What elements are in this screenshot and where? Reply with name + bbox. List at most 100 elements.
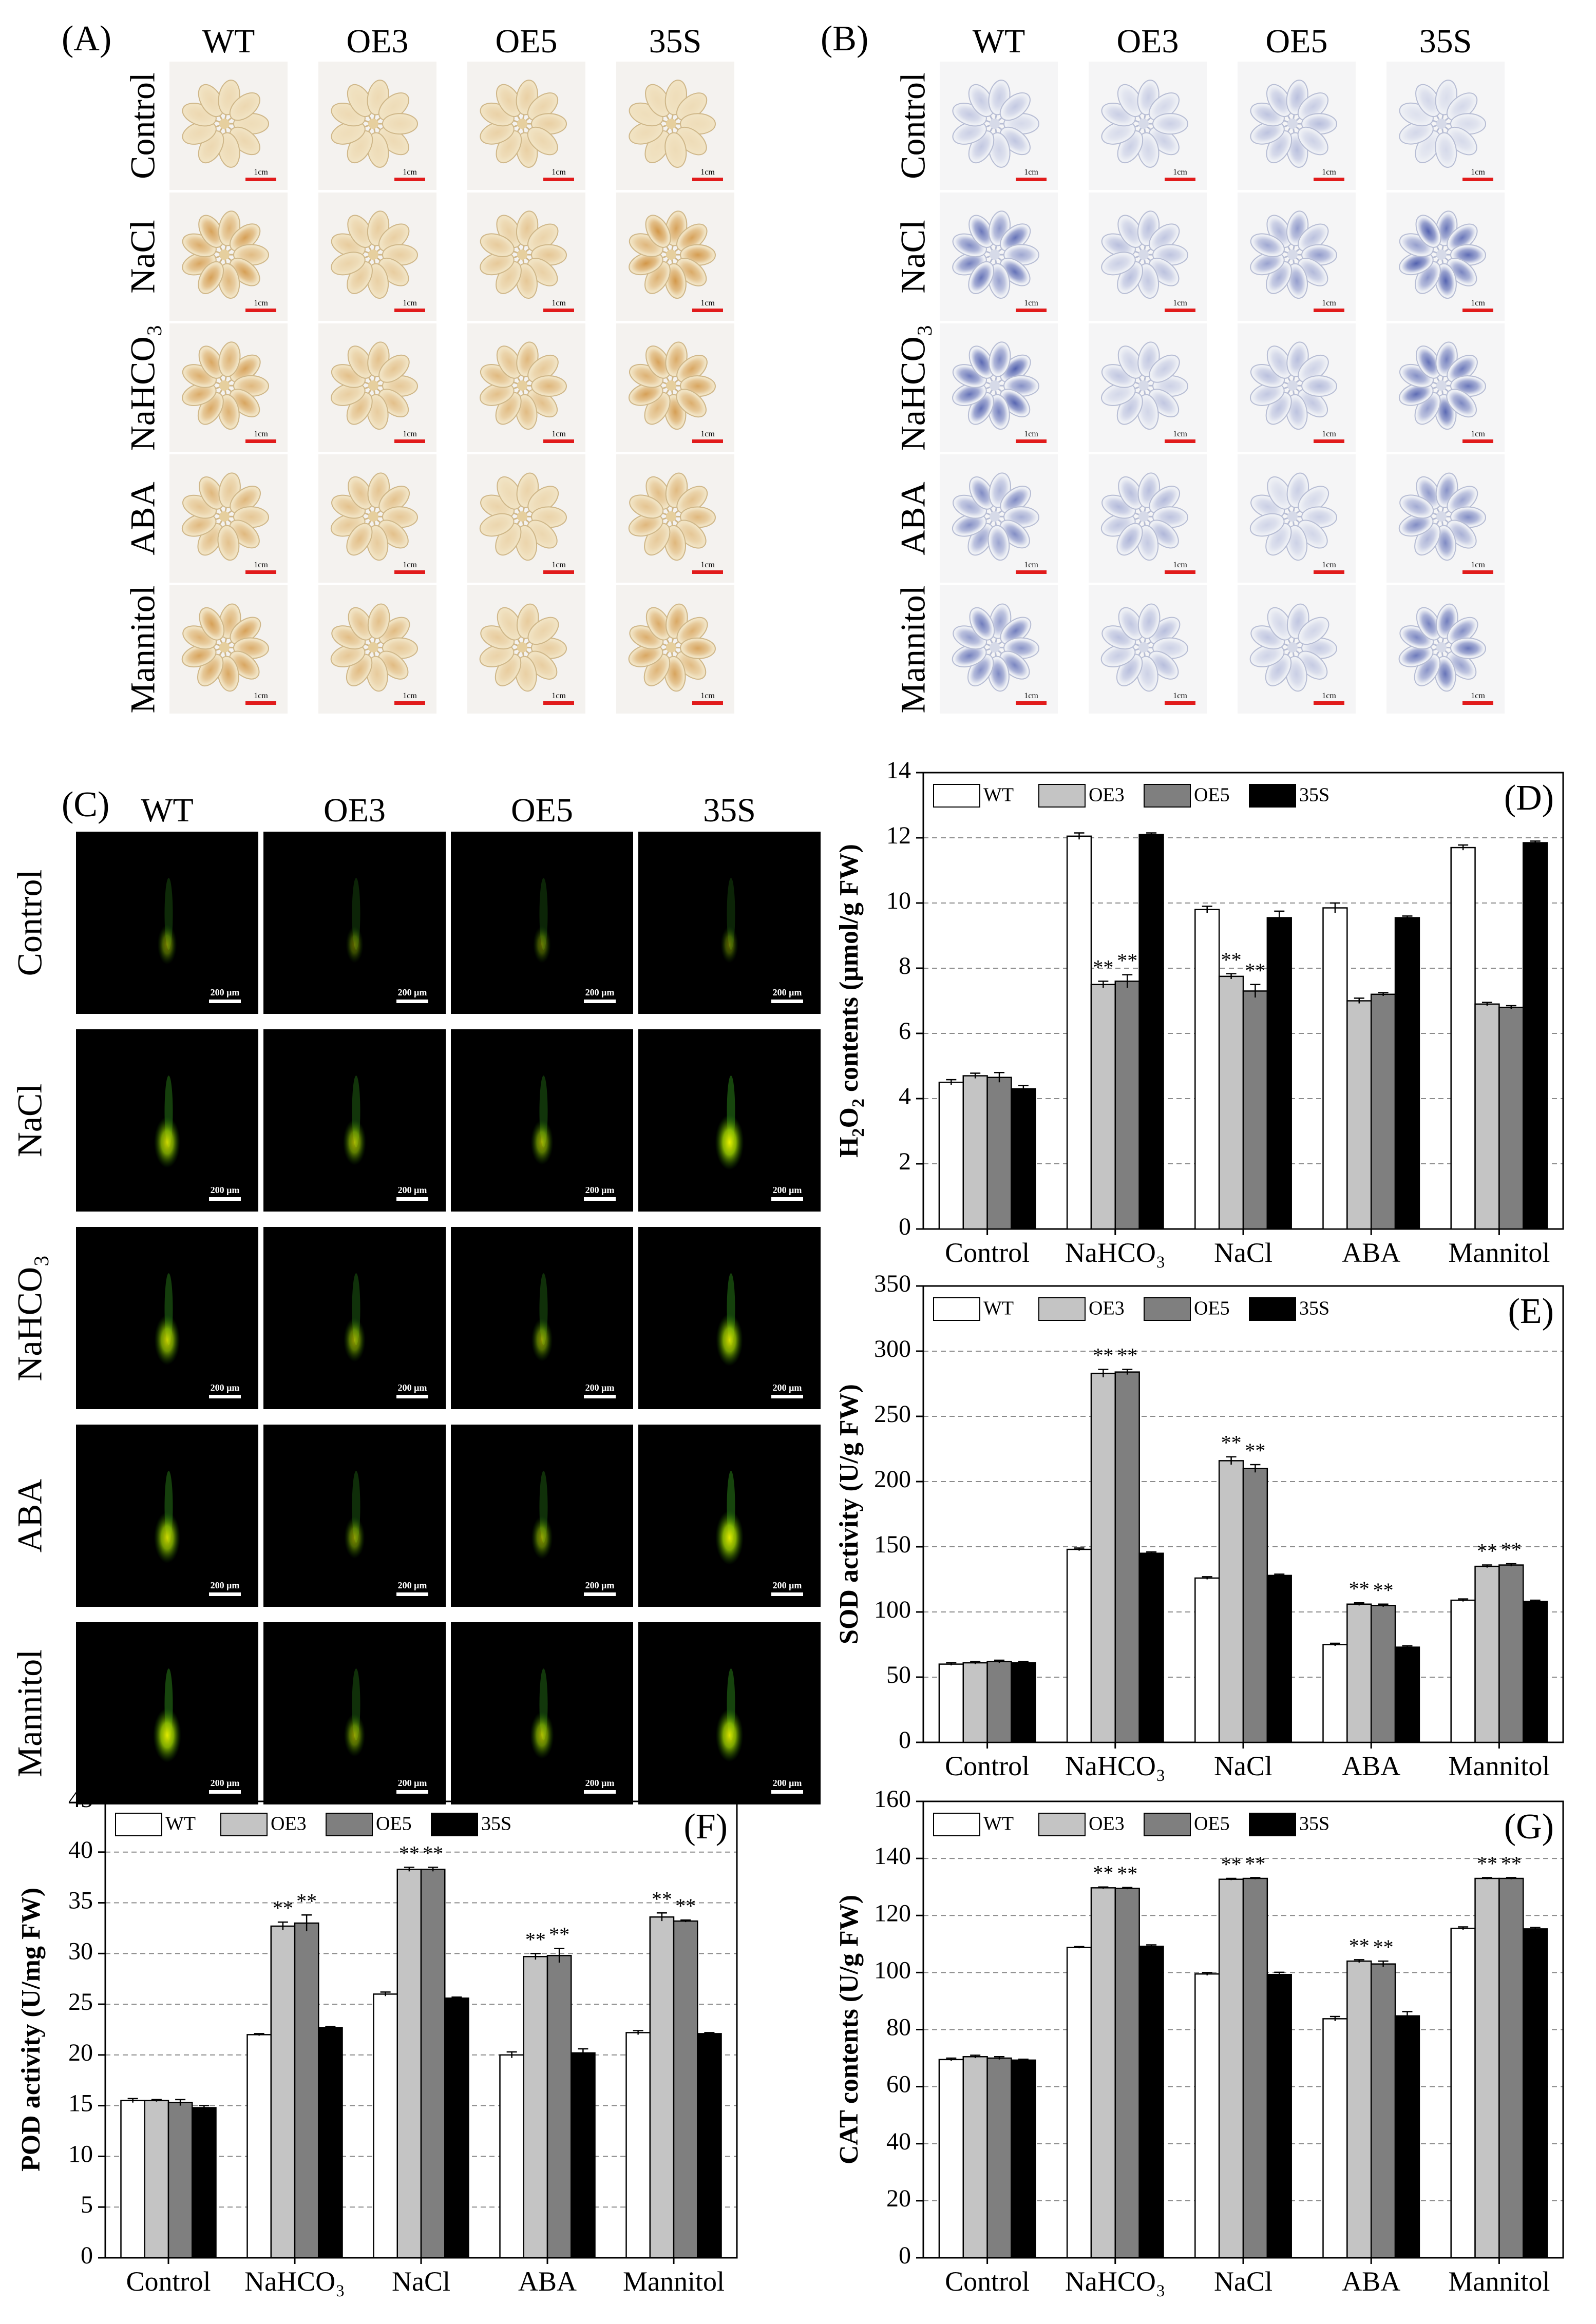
leaf-stain [482, 254, 512, 274]
leaf-stain [1287, 396, 1306, 428]
leaf-stain [1449, 488, 1476, 512]
leaf-stain [1300, 94, 1326, 119]
scale-bar [771, 1592, 803, 1596]
scale-label: 200 μm [585, 1778, 615, 1788]
scale-bar [1165, 178, 1195, 181]
leaf-stain [231, 522, 258, 546]
bar-oe3-mannitol [1474, 1877, 1500, 2259]
leaf-stain [201, 478, 222, 507]
significance-mark: ** [1221, 948, 1242, 971]
leaf-stain [384, 115, 415, 133]
leaf-stain [232, 225, 258, 250]
y-tick-label: 35 [68, 1887, 93, 1914]
root-tip-fluorescence [344, 1318, 366, 1362]
y-tick-label: 250 [874, 1400, 911, 1428]
leaf-stain [1449, 260, 1475, 284]
leaf-stain [369, 265, 387, 297]
panel-label: (B) [821, 19, 868, 59]
y-axis-label: H2O2 contents (μmol/g FW) [834, 844, 868, 1158]
column-header-oe3: OE3 [347, 23, 409, 60]
rosette-center [1287, 249, 1298, 260]
leaf-stain [1300, 260, 1326, 284]
legend-swatch-35s [1249, 1813, 1296, 1836]
leaf-stain [200, 86, 222, 115]
scale-bar [692, 178, 723, 181]
row-label-aba: ABA [894, 482, 933, 555]
leaf-stain [369, 606, 388, 637]
significance-mark: ** [1221, 1431, 1242, 1454]
photo-background [76, 832, 258, 1014]
photo-nacl-oe5: 1cm [1238, 193, 1356, 321]
legend-label-wt: WT [165, 1813, 196, 1835]
root-tip-fluorescence [531, 1318, 553, 1362]
scale-label: 1cm [1471, 299, 1485, 308]
scale-bar [245, 309, 276, 312]
leaf-stain [1151, 488, 1178, 512]
leaf-stain [1269, 478, 1290, 507]
leaf-stain [517, 265, 536, 297]
chart-g: 0 20 40 60 80 100 120 140 160 CAT contents (U/g F… [834, 1785, 1564, 2297]
leaf-stain [381, 619, 408, 643]
y-tick-label: 0 [899, 1213, 911, 1240]
legend-swatch-oe3 [220, 1813, 268, 1836]
leaf-stain [529, 391, 556, 415]
leaf-stain [1138, 527, 1157, 559]
bar-oe5-control [986, 1661, 1012, 1743]
scale-bar [1016, 309, 1047, 312]
leaf-stain [990, 658, 1008, 689]
leaf-stain [381, 94, 407, 119]
photo-nacl-35s: 200 μm [638, 1029, 821, 1212]
leaf-stain [219, 396, 238, 428]
scale-bar [209, 1000, 241, 1003]
leaf-stain [1151, 94, 1177, 119]
x-tick-label-aba: ABA [1342, 2266, 1400, 2297]
scale-label: 1cm [403, 692, 417, 700]
y-tick-label: 6 [899, 1017, 911, 1045]
scale-label: 1cm [254, 561, 268, 569]
scale-label: 1cm [1322, 168, 1336, 177]
scale-bar [1462, 309, 1493, 312]
scale-label: 1cm [552, 168, 566, 177]
scale-label: 1cm [254, 430, 268, 438]
scale-label: 1cm [1322, 561, 1336, 569]
root-tip-fluorescence [716, 1314, 743, 1367]
root-tip-fluorescence [157, 925, 177, 965]
column-header-35s: 35S [649, 23, 702, 60]
column-header-35s: 35S [1419, 23, 1472, 60]
root-tip-fluorescence [154, 1512, 181, 1564]
scale-label: 200 μm [398, 1778, 427, 1788]
leaf-stain [678, 488, 706, 512]
rosette-center [368, 380, 378, 391]
y-tick-label: 200 [874, 1466, 911, 1493]
leaf-stain [1449, 357, 1476, 381]
scale-bar [1462, 178, 1493, 181]
rosette-center [1138, 249, 1149, 260]
leaf-stain [1151, 391, 1177, 415]
leaf-stain [666, 658, 684, 689]
bar-oe5-mannitol [1498, 1877, 1524, 2259]
scale-bar [543, 309, 574, 312]
root-tip-fluorescence [531, 1516, 553, 1560]
legend-label-wt: WT [983, 1813, 1014, 1835]
x-tick-label-aba: ABA [1342, 1237, 1400, 1268]
scale-bar [394, 701, 425, 705]
x-tick-label-aba: ABA [1342, 1751, 1400, 1781]
scale-label: 200 μm [211, 1580, 240, 1590]
leaf-stain [1300, 619, 1327, 643]
scale-bar [1314, 309, 1344, 312]
scale-bar [1462, 570, 1493, 574]
rosette-center [219, 380, 230, 391]
photo-control-35s: 1cm [1386, 62, 1505, 190]
rosette-center [517, 380, 527, 391]
scale-label: 200 μm [585, 1382, 615, 1393]
leaf-stain [631, 515, 661, 535]
scale-label: 1cm [552, 430, 566, 438]
root-tip-fluorescence [530, 1120, 554, 1165]
subscript: 2 [849, 1128, 868, 1137]
label-part: H [834, 1137, 864, 1157]
photo-nacl-35s: 1cm [1386, 193, 1505, 321]
leaf-stain [1269, 609, 1291, 638]
y-tick-label: 120 [874, 1899, 911, 1927]
scale-label: 1cm [1024, 561, 1038, 569]
scale-label: 1cm [1173, 692, 1187, 700]
